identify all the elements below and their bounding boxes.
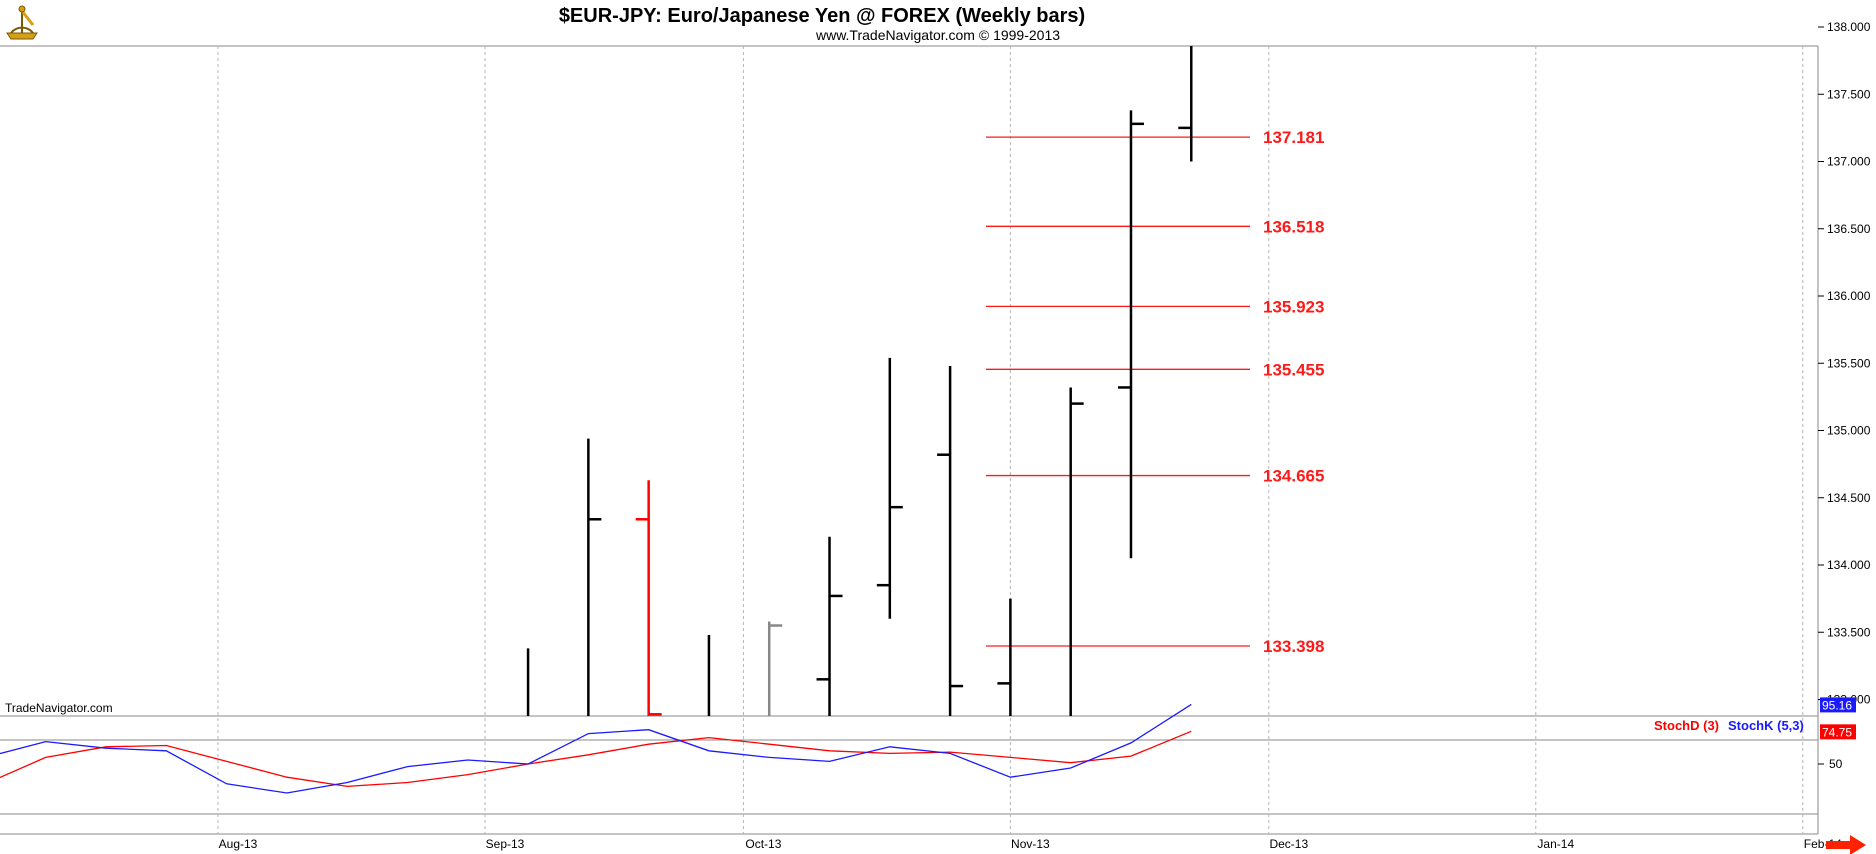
support-label: 135.923 (1263, 297, 1324, 316)
date-tick-label: Oct-13 (745, 837, 781, 851)
price-axis: 133.000133.500134.000134.500135.000135.5… (1818, 20, 1871, 707)
support-label: 137.181 (1263, 128, 1324, 147)
stoch-tick-label: 50 (1829, 757, 1843, 771)
price-tick-label: 136.000 (1827, 289, 1871, 303)
stoch-d-badge (1820, 724, 1856, 740)
chart-subtitle: www.TradeNavigator.com © 1999-2013 (815, 27, 1060, 43)
price-tick-label: 136.500 (1827, 222, 1871, 236)
stoch-d-value: 74.75 (1822, 725, 1852, 739)
price-tick-label: 135.500 (1827, 356, 1871, 370)
price-tick-label: 133.500 (1827, 625, 1871, 639)
date-tick-label: Dec-13 (1269, 837, 1308, 851)
price-tick-label: 137.000 (1827, 155, 1871, 169)
price-tick-label: 134.500 (1827, 491, 1871, 505)
date-tick-label: Aug-13 (219, 837, 258, 851)
sextant-logo-icon (6, 5, 38, 40)
date-axis: Aug-13 Sep-13 Oct-13 Nov-13 Dec-13 Jan-14 Feb-… (219, 837, 1842, 851)
stoch-d-line (0, 730, 1192, 788)
support-label: 135.455 (1263, 360, 1324, 379)
scroll-right-arrow-icon[interactable] (1826, 835, 1866, 854)
price-tick-label: 134.000 (1827, 558, 1871, 572)
support-label: 133.398 (1263, 637, 1324, 656)
chart-title: $EUR-JPY: Euro/Japanese Yen @ FOREX (Wee… (559, 5, 1085, 27)
stoch-k-value: 95.16 (1822, 698, 1852, 712)
panel-frames (0, 45, 1819, 835)
support-label: 134.665 (1263, 467, 1324, 486)
stoch-k-legend: StochK (5,3) (1728, 718, 1804, 733)
stoch-d-legend: StochD (3) (1654, 718, 1719, 733)
watermark: TradeNavigator.com (5, 701, 113, 715)
price-tick-label: 138.000 (1827, 20, 1871, 34)
date-tick-label: Nov-13 (1011, 837, 1050, 851)
price-tick-label: 137.500 (1827, 87, 1871, 101)
price-tick-label: 135.000 (1827, 424, 1871, 438)
date-tick-label: Sep-13 (486, 837, 525, 851)
ohlc-bars (526, 46, 1193, 716)
level-lines: 142.355142.088140.450140.003139.805139.1… (986, 128, 1324, 656)
stochastic-panel: 50 StochD (3) StochK (5,3) 95.16 74.75 (0, 697, 1856, 794)
support-label: 136.518 (1263, 217, 1324, 236)
stoch-k-badge (1820, 697, 1856, 713)
date-tick-label: Jan-14 (1537, 837, 1574, 851)
stoch-k-line (0, 703, 1192, 794)
